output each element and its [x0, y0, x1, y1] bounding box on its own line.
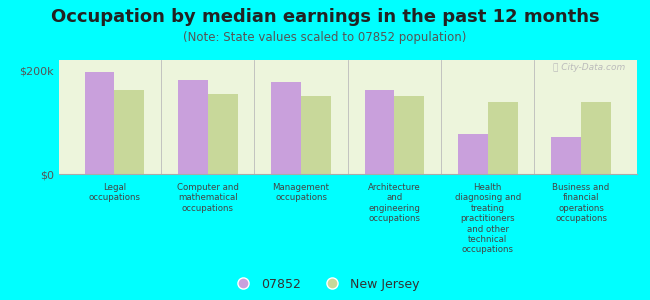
Text: (Note: State values scaled to 07852 population): (Note: State values scaled to 07852 popu…: [183, 32, 467, 44]
Bar: [458, 134, 488, 174]
Text: Occupation by median earnings in the past 12 months: Occupation by median earnings in the pas…: [51, 8, 599, 26]
Text: Business and
financial
operations
occupations: Business and financial operations occupa…: [552, 183, 610, 223]
Bar: [84, 72, 114, 174]
Bar: [488, 103, 517, 174]
Text: Management
occupations: Management occupations: [272, 183, 330, 203]
Text: Legal
occupations: Legal occupations: [88, 183, 140, 203]
Text: Computer and
mathematical
occupations: Computer and mathematical occupations: [177, 183, 239, 213]
Text: Ⓜ City-Data.com: Ⓜ City-Data.com: [553, 63, 625, 72]
Text: Architecture
and
engineering
occupations: Architecture and engineering occupations: [368, 183, 421, 223]
Bar: [551, 137, 581, 174]
Bar: [271, 82, 301, 174]
Bar: [581, 103, 611, 174]
Legend: 07852, New Jersey: 07852, New Jersey: [231, 278, 419, 291]
Bar: [301, 96, 331, 174]
Text: Health
diagnosing and
treating
practitioners
and other
technical
occupations: Health diagnosing and treating practitio…: [454, 183, 521, 254]
Bar: [208, 94, 238, 174]
Bar: [395, 96, 424, 174]
Bar: [178, 80, 208, 174]
Bar: [365, 89, 395, 174]
Bar: [114, 89, 144, 174]
